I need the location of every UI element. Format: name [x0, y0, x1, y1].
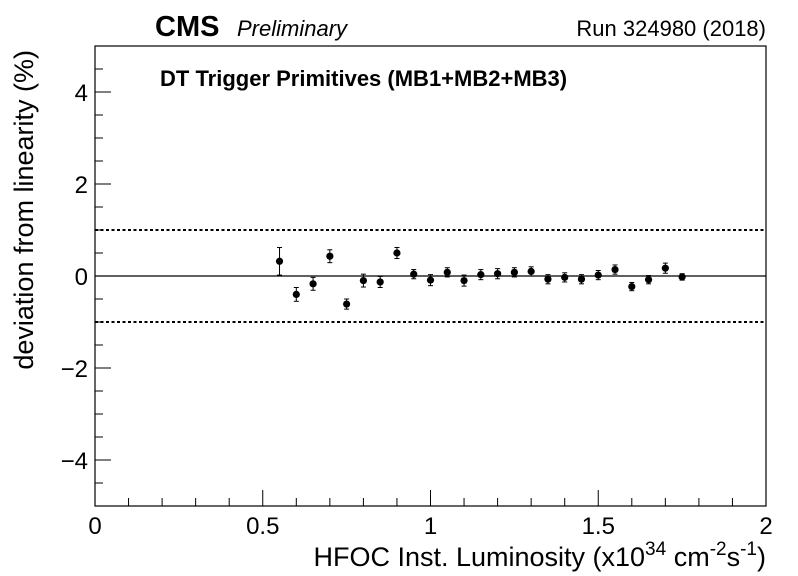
- y-tick-label: 4: [75, 80, 88, 107]
- x-tick-label: 0.5: [246, 513, 279, 540]
- x-axis-title: HFOC Inst. Luminosity (x1034 cm-2s-1): [313, 539, 766, 572]
- x-axis-title-exp2: -2: [710, 539, 727, 560]
- x-axis-title-suffix: ): [757, 542, 766, 572]
- data-point: [510, 268, 518, 276]
- x-axis-title-exp3: -1: [740, 539, 757, 560]
- experiment-label: CMS: [155, 11, 219, 43]
- data-point: [426, 276, 435, 284]
- x-axis-title-prefix: HFOC Inst. Luminosity (x10: [313, 542, 645, 572]
- data-point: [326, 252, 334, 260]
- y-tick-label: 0: [75, 264, 88, 291]
- data-points: [275, 249, 686, 308]
- y-tick-label: 2: [75, 172, 88, 199]
- x-tick-label: 0: [88, 513, 101, 540]
- x-axis-title-exp1: 34: [645, 539, 667, 560]
- status-label: Preliminary: [237, 16, 349, 41]
- data-point: [275, 257, 284, 265]
- data-point: [494, 270, 502, 278]
- data-point: [527, 267, 535, 275]
- y-axis-tick-labels: −4 −2 0 2 4: [61, 80, 88, 475]
- data-point: [443, 268, 451, 276]
- data-point: [577, 275, 586, 283]
- data-point: [678, 273, 686, 281]
- y-axis-title: deviation from linearity (%): [9, 50, 39, 370]
- x-axis-title-mid1: cm: [666, 542, 710, 572]
- data-point: [376, 278, 384, 286]
- data-point: [594, 271, 602, 279]
- data-point: [644, 276, 653, 284]
- data-point: [460, 277, 468, 285]
- x-tick-label: 2: [759, 513, 772, 540]
- x-axis-title-mid2: s: [727, 542, 741, 572]
- data-point: [661, 264, 669, 272]
- data-point: [477, 271, 485, 279]
- data-point: [343, 300, 351, 308]
- data-point: [561, 273, 569, 281]
- data-point: [611, 265, 619, 274]
- data-point: [359, 277, 367, 285]
- data-point: [292, 290, 300, 298]
- x-axis-tick-labels: 0 0.5 1 1.5 2: [88, 513, 772, 540]
- x-tick-label: 1: [424, 513, 437, 540]
- error-bars: [277, 246, 685, 310]
- y-axis-ticks: [95, 45, 111, 507]
- data-point: [410, 270, 418, 278]
- data-point: [393, 249, 401, 257]
- run-label: Run 324980 (2018): [576, 16, 766, 41]
- x-axis-ticks: [94, 490, 767, 506]
- y-tick-label: −2: [61, 356, 88, 383]
- data-point: [628, 282, 636, 291]
- y-tick-label: −4: [61, 448, 88, 475]
- data-point: [544, 275, 552, 283]
- chart-title: DT Trigger Primitives (MB1+MB2+MB3): [160, 66, 567, 91]
- data-point: [309, 280, 317, 288]
- x-tick-label: 1.5: [582, 513, 615, 540]
